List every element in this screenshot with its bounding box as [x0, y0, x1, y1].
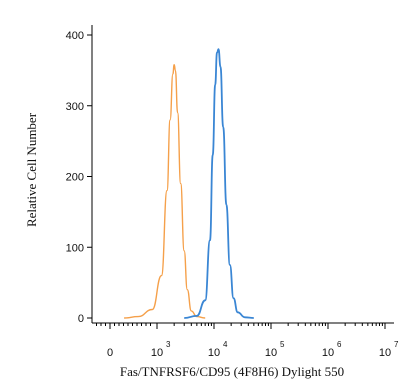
y-tick-label: 0	[78, 313, 84, 325]
y-tick-label: 400	[66, 30, 84, 42]
y-tick-label: 200	[66, 172, 84, 184]
x-tick-label: 10	[208, 347, 220, 359]
x-tick-exponent: 7	[394, 340, 399, 349]
y-tick-label: 100	[66, 242, 84, 254]
x-tick-exponent: 4	[223, 340, 228, 349]
x-tick-exponent: 3	[166, 340, 171, 349]
y-axis-title: Relative Cell Number	[24, 112, 39, 227]
x-axis-title: Fas/TNFRSF6/CD95 (4F8H6) Dylight 550	[120, 364, 344, 379]
y-tick-label: 300	[66, 101, 84, 113]
x-tick-label: 0	[107, 347, 113, 359]
histogram-series-1	[124, 63, 206, 319]
histogram-series-2	[184, 48, 254, 319]
y-axis: 0 100 200 300 400	[66, 25, 93, 325]
x-tick-exponent: 5	[280, 340, 285, 349]
x-tick-label: 10	[379, 347, 391, 359]
series-layer	[124, 48, 254, 319]
x-tick-label: 10	[265, 347, 277, 359]
x-tick-label: 10	[322, 347, 334, 359]
x-tick-exponent: 6	[337, 340, 342, 349]
x-tick-label: 10	[151, 347, 163, 359]
